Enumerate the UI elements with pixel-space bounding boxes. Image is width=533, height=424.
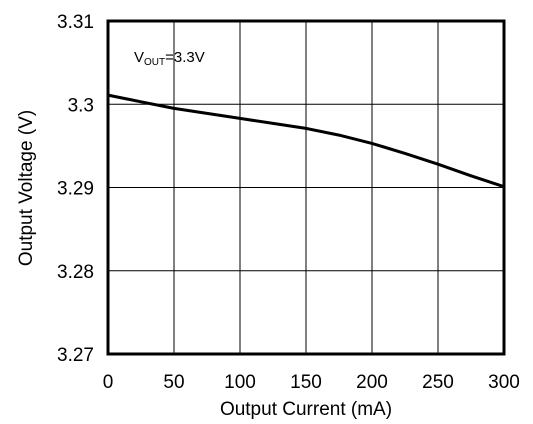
x-tick-label-0: 0 [103,372,114,393]
annotation-subscript: OUT [144,57,165,68]
x-tick-label-100: 100 [224,372,256,393]
annotation-suffix: =3.3V [165,49,205,66]
x-axis-label: Output Current (mA) [220,399,392,420]
grid-lines [108,21,504,354]
y-tick-labels: 3.27 3.28 3.29 3.3 3.31 [57,12,94,366]
y-tick-label-0: 3.27 [57,345,94,366]
x-tick-label-300: 300 [488,372,520,393]
series-line-0 [106,93,506,189]
y-axis-label: Output Voltage (V) [16,110,37,266]
x-tick-label-200: 200 [356,372,388,393]
y-tick-label-4: 3.31 [57,12,94,33]
y-tick-label-3: 3.3 [68,95,94,116]
x-tick-label-150: 150 [290,372,322,393]
series-layer [106,93,506,189]
x-tick-label-250: 250 [422,372,454,393]
plot-frame [106,19,506,356]
x-tick-label-50: 50 [163,372,184,393]
vout-annotation: VOUT=3.3V [134,49,205,68]
y-tick-label-1: 3.28 [57,262,94,283]
annotation-prefix: V [134,49,144,66]
x-tick-labels: 0 50 100 150 200 250 300 [103,372,520,393]
y-tick-label-2: 3.29 [57,179,94,200]
